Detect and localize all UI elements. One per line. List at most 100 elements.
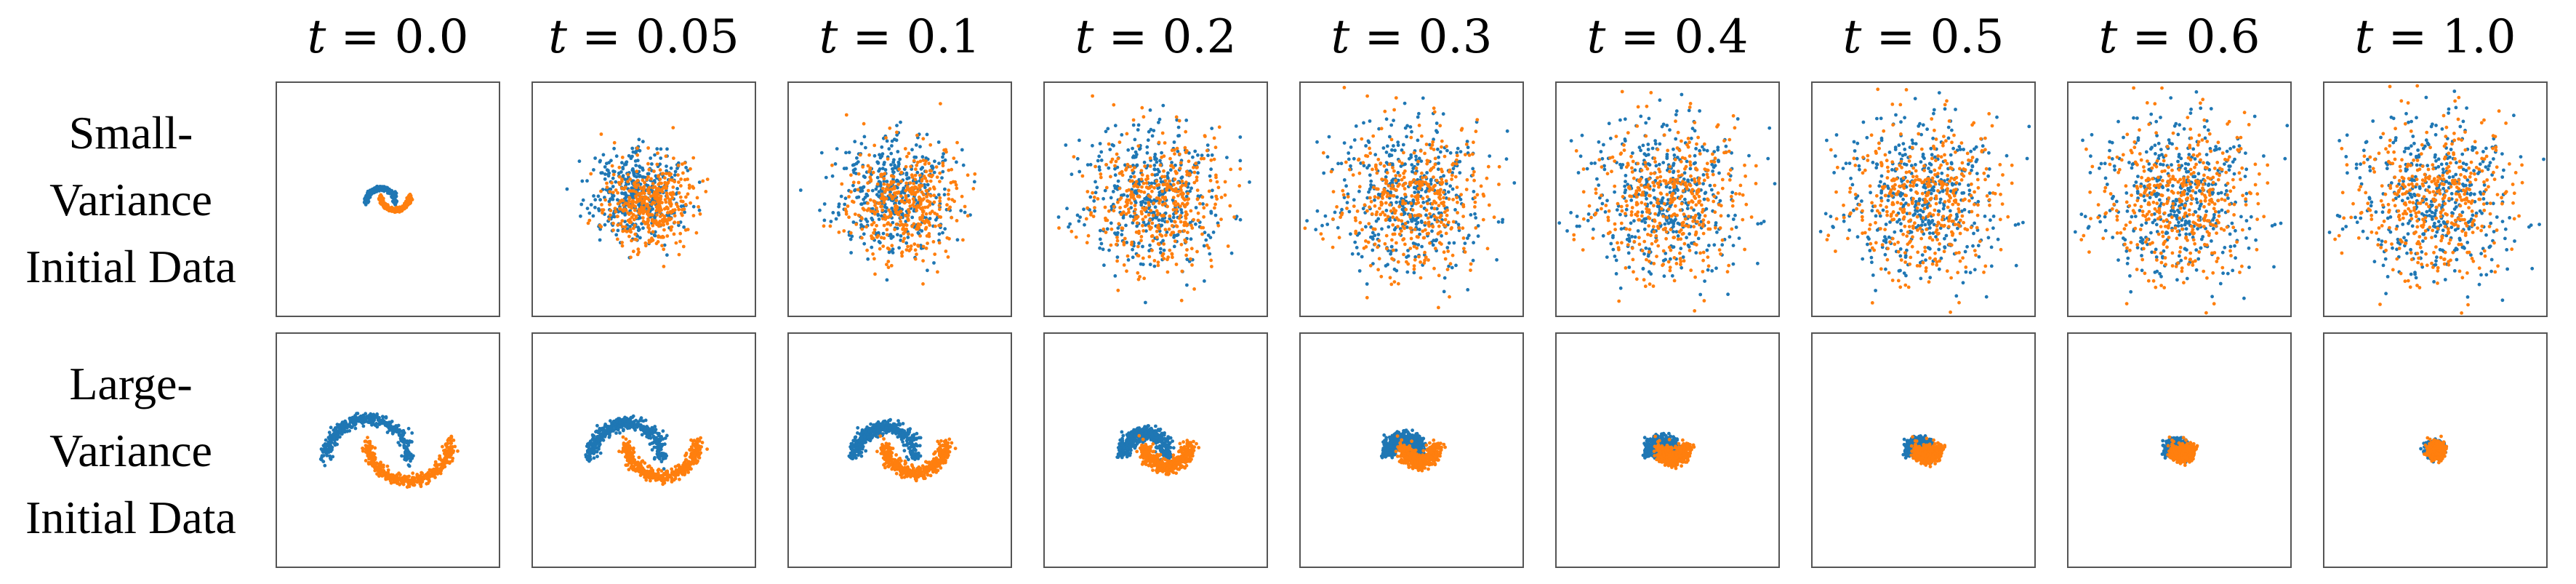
scatter-point-series-1: [1658, 142, 1662, 146]
scatter-point-series-2: [1185, 172, 1189, 177]
scatter-point-series-2: [400, 206, 404, 210]
scatter-point-series-1: [1136, 128, 1140, 132]
scatter-point-series-2: [859, 216, 864, 220]
scatter-point-series-2: [665, 222, 670, 225]
scatter-point-series-1: [1650, 146, 1655, 151]
scatter-point-series-2: [1711, 172, 1715, 177]
scatter-point-series-2: [1415, 235, 1419, 239]
scatter-point-series-1: [1726, 214, 1730, 218]
scatter-point-series-1: [659, 147, 663, 151]
scatter-point-series-1: [364, 198, 367, 201]
scatter-point-series-2: [1662, 201, 1666, 206]
scatter-point-series-2: [1086, 190, 1090, 193]
scatter-point-series-2: [886, 188, 890, 192]
scatter-point-series-1: [1141, 263, 1145, 266]
scatter-point-series-2: [1091, 191, 1094, 195]
scatter-point-series-2: [1632, 270, 1635, 274]
scatter-point-series-1: [893, 163, 896, 167]
scatter-point-series-2: [882, 223, 886, 228]
scatter-point-series-2: [1184, 253, 1188, 257]
scatter-point-series-1: [1642, 152, 1647, 156]
scatter-point-series-1: [646, 172, 651, 176]
scatter-point-series-1: [1109, 221, 1113, 225]
scatter-point-series-2: [1171, 255, 1174, 260]
scatter-point-series-2: [622, 207, 627, 212]
scatter-point-series-2: [1400, 212, 1403, 217]
scatter-point-series-2: [1198, 201, 1202, 206]
scatter-point-series-2: [663, 186, 667, 191]
scatter-point-series-2: [1185, 169, 1189, 174]
scatter-point-series-1: [1474, 216, 1478, 220]
scatter-point-series-2: [1391, 215, 1395, 220]
scatter-point-series-1: [1600, 201, 1605, 206]
scatter-point-series-1: [870, 188, 875, 193]
scatter-point-series-2: [916, 222, 920, 226]
scatter-point-series-2: [603, 198, 607, 202]
scatter-point-series-1: [1376, 217, 1381, 221]
scatter-point-series-1: [1194, 206, 1198, 209]
scatter-point-series-1: [1413, 191, 1417, 194]
scatter-point-series-1: [655, 147, 659, 151]
scatter-point-series-2: [912, 182, 916, 185]
scatter-point-series-1: [1432, 239, 1436, 242]
scatter-point-series-2: [675, 204, 680, 209]
scatter-point-series-2: [1423, 221, 1427, 225]
scatter-point-series-2: [383, 202, 387, 207]
scatter-point-series-2: [607, 217, 611, 221]
scatter-point-series-1: [1731, 244, 1736, 247]
scatter-point-series-1: [875, 175, 880, 180]
scatter-point-series-1: [1703, 279, 1707, 283]
scatter-point-series-1: [1157, 121, 1160, 124]
scatter-point-series-1: [630, 154, 634, 159]
scatter-point-series-2: [1144, 181, 1149, 185]
scatter-point-series-2: [899, 180, 903, 183]
scatter-point-series-2: [1616, 201, 1620, 206]
scatter-point-series-1: [611, 185, 615, 188]
scatter-point-series-2: [1091, 94, 1094, 98]
scatter-point-series-1: [1115, 231, 1120, 235]
scatter-point-series-2: [1096, 197, 1100, 201]
scatter-point-series-1: [1580, 133, 1584, 137]
scatter-point-series-2: [1430, 143, 1435, 147]
scatter-point-series-2: [1728, 168, 1733, 172]
scatter-point-series-2: [1123, 236, 1127, 241]
scatter-point-series-2: [1435, 216, 1439, 220]
scatter-point-series-2: [1698, 251, 1703, 255]
scatter-point-series-1: [1392, 228, 1397, 232]
scatter-point-series-2: [1658, 175, 1663, 179]
scatter-point-series-1: [955, 238, 960, 242]
scatter-point-series-1: [942, 193, 947, 197]
scatter-point-series-2: [1213, 145, 1218, 150]
scatter-point-series-1: [1416, 243, 1421, 247]
scatter-point-series-2: [1685, 187, 1689, 191]
scatter-point-series-2: [1606, 215, 1610, 220]
scatter-point-series-2: [916, 244, 920, 248]
scatter-point-series-2: [906, 244, 910, 249]
scatter-point-series-2: [1629, 154, 1633, 159]
scatter-point-series-2: [1361, 161, 1365, 165]
scatter-point-series-2: [1709, 159, 1714, 164]
scatter-point-series-2: [669, 225, 673, 229]
scatter-point-series-2: [1672, 183, 1677, 187]
scatter-point-series-2: [1724, 151, 1728, 155]
panel-row1-t-0.05: [531, 81, 756, 317]
scatter-point-series-2: [1589, 215, 1593, 220]
scatter-point-series-2: [1195, 188, 1200, 192]
scatter-point-series-2: [1397, 183, 1401, 186]
scatter-point-series-2: [1722, 139, 1726, 143]
scatter-point-series-1: [1106, 127, 1110, 131]
scatter-point-series-2: [619, 222, 623, 225]
scatter-point-series-2: [1678, 251, 1682, 255]
scatter-point-series-2: [899, 209, 903, 214]
scatter-point-series-2: [865, 248, 869, 252]
scatter-point-series-2: [676, 220, 681, 225]
scatter-point-series-2: [1688, 140, 1692, 145]
scatter-point-series-1: [581, 198, 585, 202]
scatter-point-series-1: [1401, 143, 1405, 147]
scatter-point-series-2: [1120, 226, 1124, 230]
scatter-point-series-2: [671, 126, 675, 130]
scatter-point-series-2: [1412, 177, 1416, 182]
scatter-point-series-2: [1729, 194, 1733, 199]
scatter-point-series-2: [949, 180, 953, 185]
scatter-point-series-1: [1619, 166, 1624, 169]
